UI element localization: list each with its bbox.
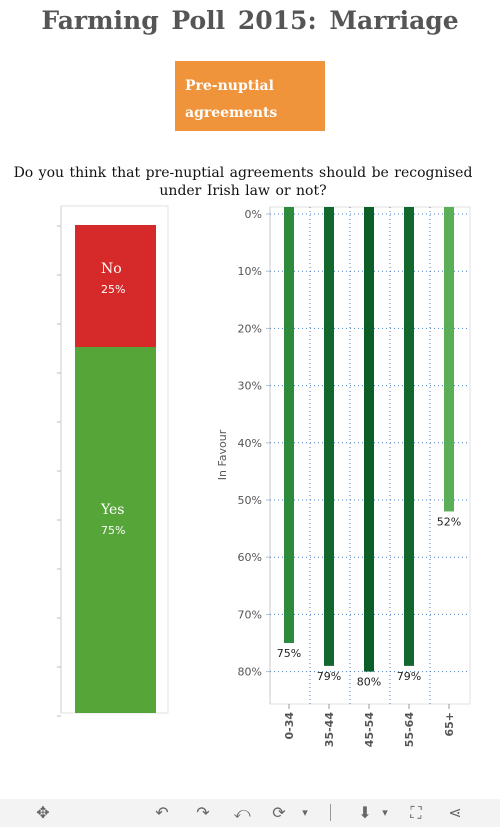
- share-icon[interactable]: ⋖: [448, 803, 462, 822]
- revert-icon[interactable]: ⤺: [233, 803, 251, 822]
- y-axis-label: In Favour: [216, 429, 229, 480]
- poll-question: Do you think that pre-nuptial agreements…: [13, 165, 473, 199]
- bar-45-54: [364, 207, 374, 672]
- bottom-toolbar: ✥ ↶ ↷ ⤺ ⟳ ▾ ⬇ ▾ ⛶ ⋖: [0, 799, 500, 827]
- dropdown-icon[interactable]: ▾: [302, 806, 308, 819]
- bar-65+: [444, 207, 454, 512]
- bar-value-label: 52%: [437, 515, 461, 528]
- charts-area: Yes 75% No 25% 0% 10% 20% 30% 40% 50% 60% 70% 80% 75%…: [57, 205, 471, 748]
- chart-title: Farming Poll 2015: Marriage: [41, 6, 459, 35]
- x-tick-label: 35-44: [323, 712, 336, 748]
- topic-tag: Pre-nuptial agreements: [175, 61, 325, 131]
- fullscreen-icon[interactable]: ⛶: [410, 803, 422, 822]
- bar-0-34: [284, 207, 294, 643]
- y-tick-label: 70%: [238, 608, 262, 621]
- segment-no: [75, 225, 156, 347]
- x-tick-label: 65+: [443, 712, 456, 737]
- segment-value-yes: 75%: [101, 524, 125, 537]
- y-tick-label: 80%: [238, 666, 262, 679]
- bar-35-44: [324, 207, 334, 666]
- x-tick-label: 0-34: [283, 712, 296, 740]
- segment-label-yes: Yes: [100, 502, 125, 518]
- download-dropdown-icon[interactable]: ▾: [382, 806, 388, 819]
- undo-icon[interactable]: ↶: [155, 803, 169, 822]
- y-tick-label: 30%: [238, 380, 262, 393]
- bar-value-label: 79%: [397, 670, 421, 683]
- y-tick-label: 40%: [238, 437, 262, 450]
- segment-yes: [75, 347, 156, 713]
- bar-value-label: 79%: [317, 670, 341, 683]
- bar-value-label: 80%: [357, 676, 381, 689]
- y-tick-label: 20%: [238, 322, 262, 335]
- x-tick-label: 45-54: [363, 712, 376, 748]
- segment-label-no: No: [101, 261, 122, 277]
- segment-value-no: 25%: [101, 283, 125, 296]
- refresh-icon[interactable]: ⟳: [272, 803, 286, 822]
- y-tick-label: 50%: [238, 494, 262, 507]
- download-icon[interactable]: ⬇: [358, 803, 372, 822]
- redo-icon[interactable]: ↷: [196, 803, 210, 822]
- y-tick-label: 10%: [238, 265, 262, 278]
- move-icon[interactable]: ✥: [36, 803, 50, 822]
- x-tick-label: 55-64: [403, 712, 416, 748]
- toolbar-divider: [330, 804, 331, 821]
- y-tick-label: 0%: [245, 208, 262, 221]
- y-tick-label: 60%: [238, 551, 262, 564]
- bar-value-label: 75%: [277, 647, 301, 660]
- bar-55-64: [404, 207, 414, 666]
